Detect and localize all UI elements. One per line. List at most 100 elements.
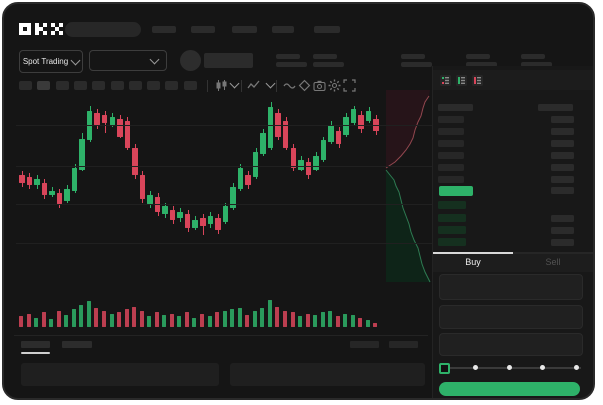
timeframe-button[interactable]	[92, 81, 106, 90]
fullscreen-icon[interactable]	[343, 79, 356, 92]
camera-icon[interactable]	[313, 79, 326, 92]
candle-body	[365, 111, 372, 122]
stat-value-placeholder	[276, 62, 307, 67]
ask-price-placeholder	[438, 164, 464, 171]
tab-sell[interactable]: Sell	[545, 257, 561, 267]
timeframe-button[interactable]	[55, 81, 69, 90]
interval-candles-icon[interactable]	[215, 79, 228, 92]
bottom-tab[interactable]	[21, 341, 50, 348]
volume-bar	[169, 313, 174, 327]
candle	[327, 90, 335, 284]
candlestick-chart[interactable]	[16, 90, 432, 284]
order-input-field[interactable]	[439, 274, 583, 300]
candle-body	[192, 219, 198, 228]
volume-bar	[282, 310, 287, 327]
candle-body	[41, 183, 48, 195]
chevron-down-icon[interactable]	[229, 78, 240, 89]
bottom-action-placeholder[interactable]	[389, 341, 418, 348]
last-price-bar[interactable]	[439, 186, 473, 196]
candle-body	[101, 115, 108, 123]
ask-amount-placeholder	[551, 140, 574, 147]
nav-item-placeholder[interactable]	[191, 26, 215, 33]
volume-bar	[313, 314, 318, 327]
amount-slider[interactable]	[439, 362, 583, 374]
slider-stop-dot[interactable]	[506, 365, 512, 370]
candle-body	[71, 167, 78, 191]
nav-item-placeholder[interactable]	[314, 26, 340, 33]
volume-bar	[320, 312, 325, 327]
gridline	[16, 165, 432, 167]
order-input-field[interactable]	[439, 305, 583, 329]
candle	[320, 90, 328, 284]
timeframe-button[interactable]	[110, 81, 124, 90]
candle	[222, 90, 230, 284]
timeframe-button[interactable]	[183, 81, 197, 90]
candle	[244, 90, 252, 284]
volume-bar	[298, 316, 303, 327]
bid-amount-placeholder	[551, 239, 574, 246]
candle	[93, 90, 101, 284]
bottom-panel-placeholder	[21, 363, 219, 386]
slider-stop-dot[interactable]	[540, 365, 546, 370]
volume-bar	[49, 318, 54, 327]
volume-bar	[305, 313, 310, 327]
volume-bar	[192, 317, 197, 327]
pair-dropdown[interactable]	[89, 50, 167, 71]
volume-bar	[328, 310, 333, 327]
candle	[199, 90, 207, 284]
book-combined-icon[interactable]	[440, 74, 451, 86]
stat-value-placeholder	[521, 62, 552, 67]
indicators-icon[interactable]	[247, 79, 260, 92]
bottom-action-placeholder[interactable]	[350, 341, 379, 348]
volume-bar	[177, 316, 182, 327]
book-bids-icon[interactable]	[456, 74, 467, 86]
market-type-label: Spot Trading	[22, 57, 69, 66]
nav-item-placeholder[interactable]	[232, 26, 257, 33]
slider-stop-dot[interactable]	[473, 365, 479, 370]
column-header-price	[438, 104, 473, 111]
candle-body	[64, 188, 70, 201]
ask-price-placeholder	[438, 152, 464, 159]
book-asks-icon[interactable]	[472, 74, 483, 86]
timeframe-button[interactable]	[19, 81, 32, 90]
candle-body	[222, 206, 229, 222]
settings-gear-icon[interactable]	[328, 79, 341, 92]
timeframe-button[interactable]	[128, 81, 142, 90]
candle-body	[117, 119, 123, 137]
slider-stop-dot[interactable]	[573, 365, 579, 370]
candle	[207, 90, 215, 284]
buy-submit-button[interactable]	[439, 382, 580, 396]
slider-handle[interactable]	[439, 363, 450, 374]
candle-body	[335, 130, 342, 145]
search-input[interactable]	[65, 22, 141, 37]
volume-bar	[34, 317, 39, 327]
candle-body	[237, 167, 244, 189]
nav-item-placeholder[interactable]	[272, 26, 294, 33]
nav-item-placeholder[interactable]	[152, 26, 176, 33]
candle-body	[328, 124, 334, 143]
candle-body	[260, 132, 266, 154]
candle-body	[19, 175, 25, 184]
timeframe-button[interactable]	[37, 81, 51, 90]
candle-body	[49, 190, 55, 195]
line-style-icon[interactable]	[283, 79, 296, 92]
tab-buy[interactable]: Buy	[465, 257, 481, 267]
candle	[214, 90, 222, 284]
bottom-tab[interactable]	[62, 341, 92, 348]
candle	[78, 90, 86, 284]
candle	[131, 90, 139, 284]
timeframe-button[interactable]	[165, 81, 179, 90]
active-tab-indicator	[433, 252, 513, 254]
ask-price-placeholder	[438, 128, 464, 135]
chevron-down-icon	[70, 55, 81, 65]
candle	[335, 90, 343, 284]
timeframe-button[interactable]	[73, 81, 87, 90]
depth-area	[386, 90, 430, 168]
market-type-dropdown[interactable]: Spot Trading	[19, 50, 83, 73]
volume-bar	[26, 313, 31, 327]
order-input-field[interactable]	[439, 333, 583, 356]
candle-layer	[18, 90, 380, 284]
timeframe-button[interactable]	[147, 81, 161, 90]
chevron-down-icon[interactable]	[265, 78, 276, 89]
draw-tool-icon[interactable]	[298, 79, 311, 92]
